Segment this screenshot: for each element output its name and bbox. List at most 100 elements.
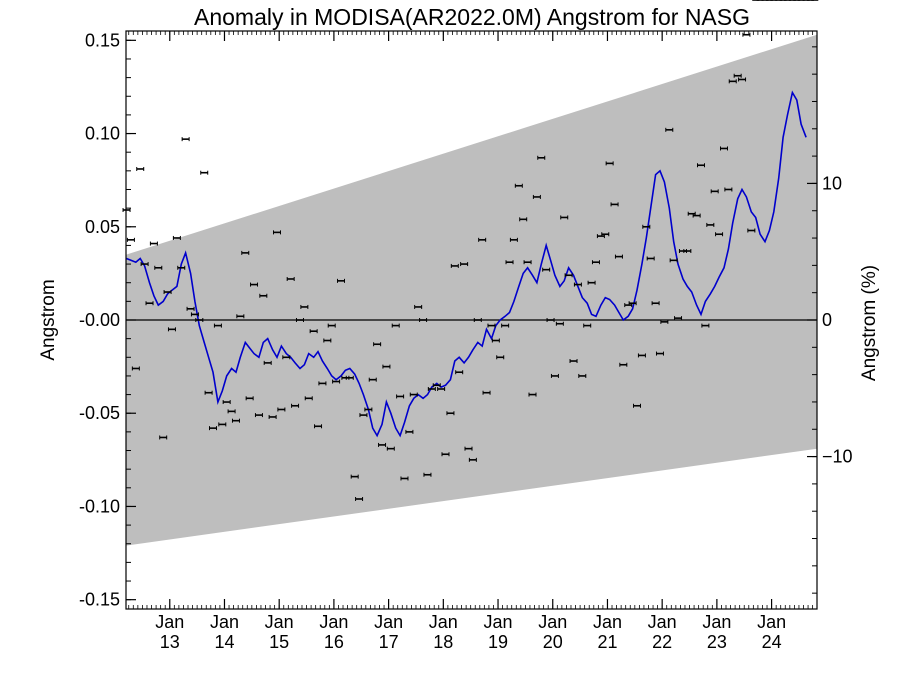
data-point [514, 183, 523, 188]
y2-tick-label: 10 [822, 173, 842, 193]
data-point [501, 323, 510, 328]
data-point [569, 359, 578, 364]
data-point [200, 170, 209, 175]
x-tick-month: Jan [210, 612, 239, 632]
x-tick-year: 21 [597, 632, 617, 652]
data-point [126, 237, 135, 242]
data-point [478, 237, 487, 242]
data-point [674, 316, 683, 321]
data-point [460, 262, 469, 267]
data-point [286, 276, 295, 281]
x-tick-month: Jan [648, 612, 677, 632]
data-point [414, 304, 423, 309]
data-point [323, 338, 332, 343]
data-point [728, 79, 737, 84]
data-point [464, 446, 473, 451]
data-point [564, 273, 573, 278]
data-point [231, 418, 240, 423]
data-point [154, 265, 163, 270]
uncertainty-band-layer [126, 34, 817, 546]
data-point [337, 278, 346, 283]
data-point [587, 280, 596, 285]
data-point [692, 213, 701, 218]
data-point [213, 323, 222, 328]
x-tick-year: 16 [324, 632, 344, 652]
x-tick-year: 24 [762, 632, 782, 652]
data-point [423, 472, 432, 477]
data-point [309, 329, 318, 334]
x-tick-month: Jan [538, 612, 567, 632]
data-point [236, 314, 245, 319]
data-point [509, 237, 518, 242]
data-point [382, 364, 391, 369]
x-tick-month: Jan [374, 612, 403, 632]
data-point [573, 282, 582, 287]
data-point [455, 370, 464, 375]
data-point [373, 342, 382, 347]
data-point [542, 267, 551, 272]
data-point [241, 250, 250, 255]
data-point [186, 306, 195, 311]
y-tick-label: -0.10 [79, 496, 120, 516]
data-point [167, 327, 176, 332]
data-point [637, 353, 646, 358]
data-point [259, 293, 268, 298]
data-point [738, 77, 747, 82]
data-point [409, 392, 418, 397]
data-point [537, 155, 546, 160]
data-point [610, 202, 619, 207]
data-point [364, 407, 373, 412]
data-point [578, 373, 587, 378]
data-point [706, 222, 715, 227]
data-point [441, 452, 450, 457]
data-point [446, 411, 455, 416]
data-point [546, 318, 555, 322]
data-point [159, 435, 168, 440]
data-point [523, 260, 532, 265]
data-point [131, 366, 140, 371]
data-point [619, 362, 628, 367]
x-tick-month: Jan [155, 612, 184, 632]
data-point [227, 409, 236, 414]
data-point [505, 260, 514, 265]
x-tick-month: Jan [265, 612, 294, 632]
y-tick-label: 0.10 [85, 124, 120, 144]
data-point [468, 457, 477, 462]
x-tick-month: Jan [484, 612, 513, 632]
data-point [715, 232, 724, 237]
data-point [437, 386, 446, 391]
data-point [368, 377, 377, 382]
data-point [355, 496, 364, 501]
data-point [359, 413, 368, 418]
x-tick-month: Jan [702, 612, 731, 632]
data-point [683, 249, 692, 254]
uncertainty-band [126, 34, 817, 546]
data-point [181, 137, 190, 142]
data-point [282, 355, 291, 360]
y-axis-label: Angstrom [38, 279, 59, 360]
x-tick-year: 23 [707, 632, 727, 652]
x-tick-month: Jan [429, 612, 458, 632]
data-point [646, 256, 655, 261]
data-point [724, 187, 733, 192]
data-point [669, 258, 678, 263]
y-tick-label: -0.00 [79, 310, 120, 330]
data-point [190, 312, 199, 317]
data-point [172, 235, 181, 240]
y-tick-label: -0.15 [79, 590, 120, 610]
x-tick-year: 18 [433, 632, 453, 652]
data-point [665, 127, 674, 132]
x-tick-year: 20 [543, 632, 563, 652]
y2-tick-label: −10 [822, 447, 853, 467]
data-point [651, 301, 660, 306]
data-point [378, 442, 387, 447]
chart-title: Anomaly in MODISA(AR2022.0M) Angstrom fo… [194, 4, 750, 30]
data-point [660, 319, 669, 324]
data-point [345, 375, 354, 380]
data-point [391, 323, 400, 328]
data-point [519, 217, 528, 222]
data-point [254, 413, 263, 418]
data-point [177, 265, 186, 270]
data-point [701, 323, 710, 328]
